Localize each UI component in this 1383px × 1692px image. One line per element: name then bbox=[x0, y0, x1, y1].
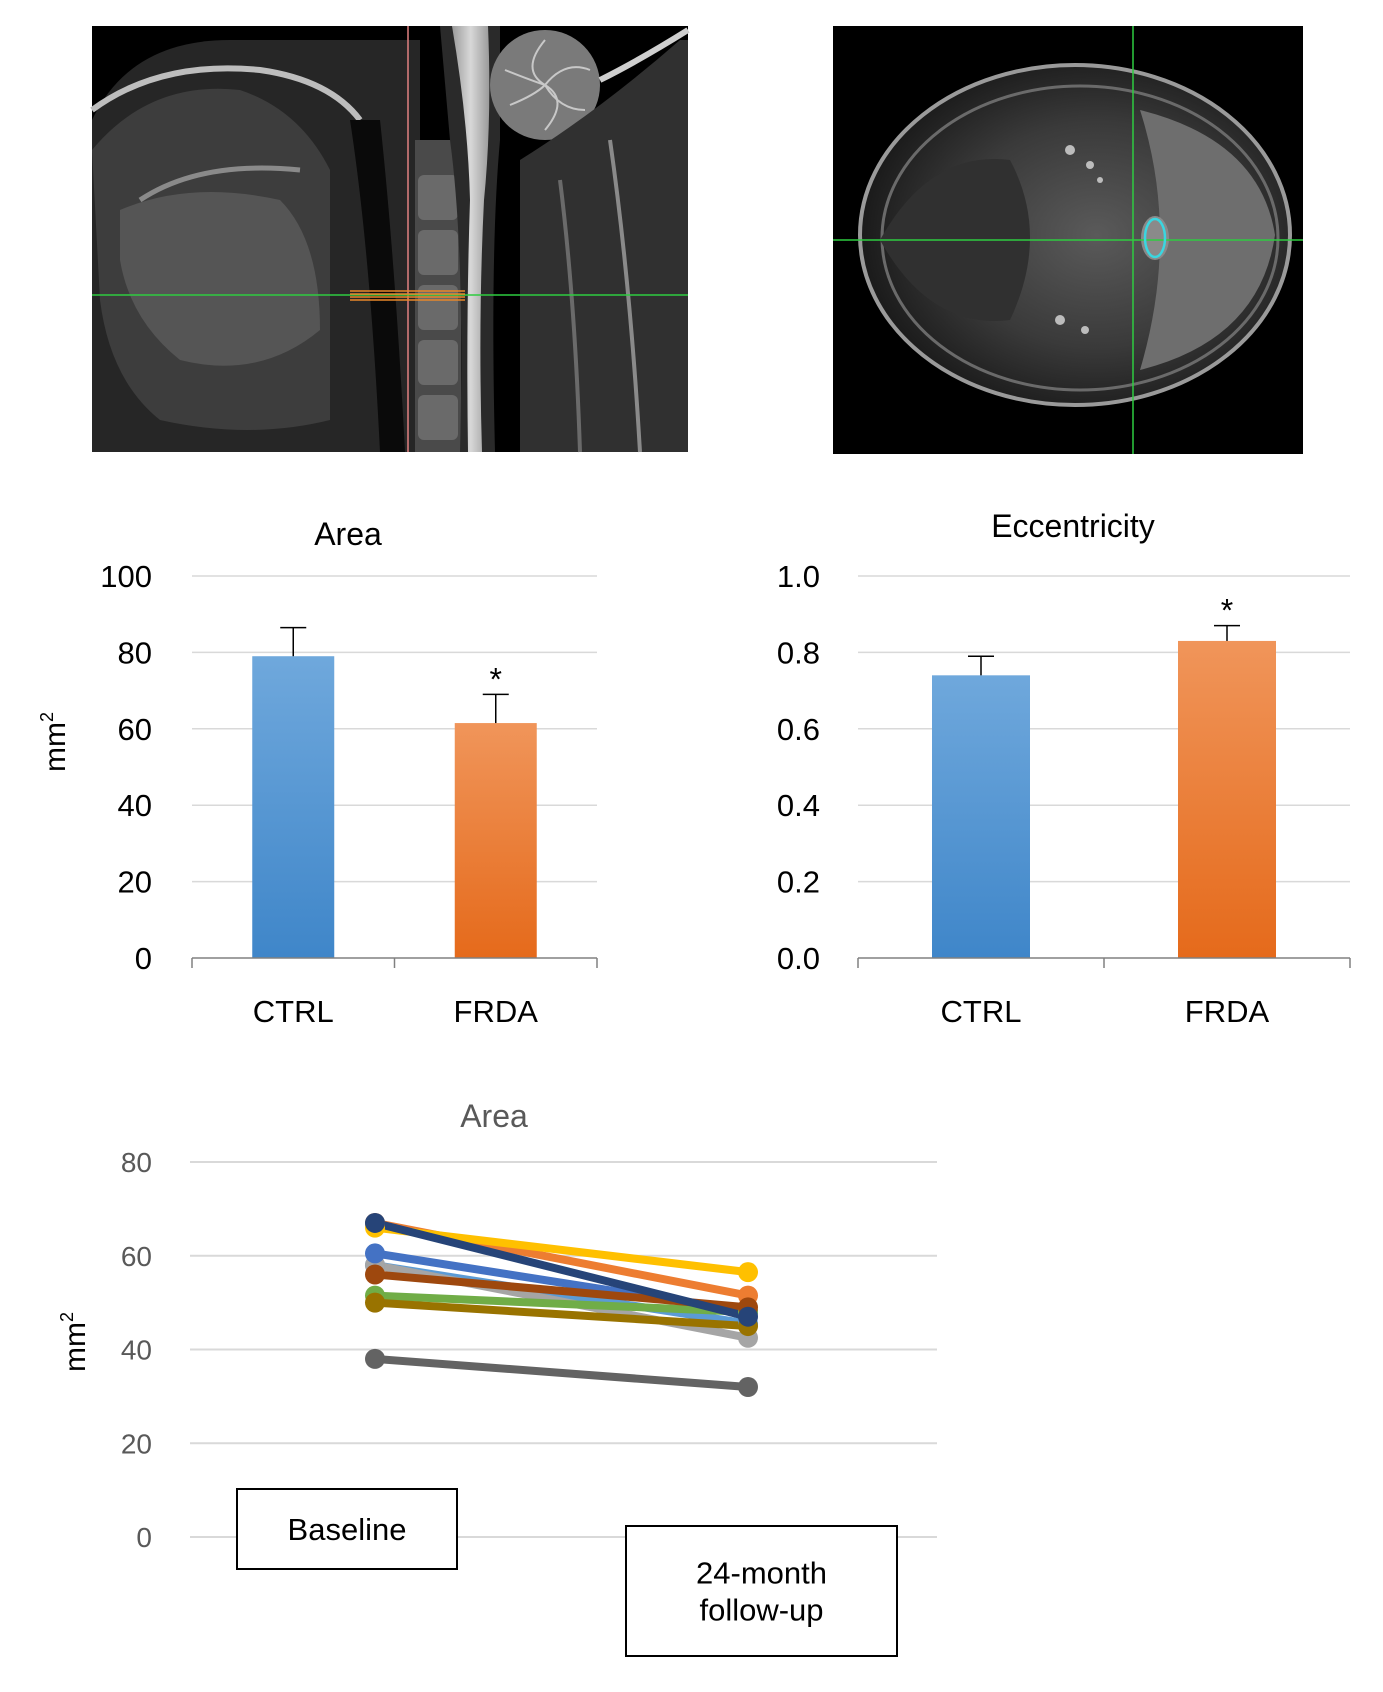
x-category-label: FRDA bbox=[1185, 994, 1270, 1029]
y-tick-label: 40 bbox=[121, 1335, 152, 1366]
y-tick-label: 60 bbox=[121, 1241, 152, 1272]
y-tick-label: 40 bbox=[118, 788, 152, 823]
bar-frda bbox=[454, 723, 537, 958]
sagittal-palate-inner bbox=[138, 165, 301, 203]
axial-cord-segmentation-outline bbox=[1143, 217, 1167, 259]
axial-mri-panel bbox=[833, 26, 1303, 454]
area-bar-x-labels: CTRL FRDA bbox=[253, 994, 538, 1029]
y-tick-label: 80 bbox=[121, 1147, 152, 1178]
area-line-gridlines bbox=[190, 1161, 937, 1538]
significance-asterisk: * bbox=[490, 661, 502, 697]
series-point-subject-7 bbox=[365, 1264, 385, 1285]
eccentricity-bar-gridlines bbox=[858, 575, 1350, 883]
bar-frda bbox=[1178, 640, 1276, 958]
area-bar-bars bbox=[252, 656, 537, 958]
area-line-points bbox=[365, 1212, 758, 1397]
series-line-subject-10 bbox=[371, 1354, 752, 1391]
eccentricity-bar-title: Eccentricity bbox=[991, 508, 1155, 544]
area-bar-y-label-sup: 2 bbox=[37, 712, 57, 722]
significance-asterisk: * bbox=[1221, 593, 1233, 629]
axial-skin-outline bbox=[858, 63, 1292, 407]
area-line-y-ticks: 0 20 40 60 80 bbox=[121, 1147, 152, 1553]
y-tick-label: 100 bbox=[100, 559, 152, 594]
category-label: 24-month bbox=[696, 1556, 827, 1591]
area-line-title: Area bbox=[460, 1098, 528, 1134]
sagittal-palate bbox=[90, 65, 363, 122]
sagittal-neck-muscle-line bbox=[608, 139, 642, 453]
series-point-subject-9 bbox=[738, 1306, 758, 1327]
sagittal-airway bbox=[350, 120, 405, 452]
area-bar-title: Area bbox=[314, 516, 382, 552]
area-bar-y-ticks: 0 20 40 60 80 100 bbox=[100, 559, 152, 976]
area-bar-error-bars bbox=[280, 626, 509, 724]
category-box bbox=[625, 1525, 898, 1657]
area-line-series bbox=[371, 1218, 752, 1391]
eccentricity-bar-y-ticks: 0.0 0.2 0.4 0.6 0.8 1.0 bbox=[777, 559, 820, 976]
eccentricity-bar-chart: Eccentricity 0.0 0.2 0.4 0.6 0.8 1.0 * CTRL FR… bbox=[777, 508, 1351, 1029]
area-line-y-label-sup: 2 bbox=[57, 1312, 77, 1322]
series-point-subject-2 bbox=[738, 1262, 758, 1283]
x-category-label: CTRL bbox=[941, 994, 1022, 1029]
sagittal-spinal-cord bbox=[452, 26, 490, 452]
eccentricity-bar-x-axis bbox=[857, 957, 1351, 968]
x-category-label: FRDA bbox=[454, 994, 539, 1029]
bar-ctrl bbox=[932, 675, 1030, 958]
area-line-y-label: mm2 bbox=[57, 1312, 92, 1372]
area-bar-chart: Area 0 20 40 60 80 100 * CTRL FRDA mm2 bbox=[37, 516, 598, 1029]
y-tick-label: 0.8 bbox=[777, 635, 820, 670]
eccentricity-bar-error-bars bbox=[968, 624, 1240, 676]
sagittal-tongue bbox=[120, 192, 320, 366]
y-tick-label: 20 bbox=[118, 865, 152, 900]
area-longitudinal-chart: Area 0 20 40 60 80 Baseline 24-monthfollow-up… bbox=[57, 1098, 937, 1657]
sagittal-cerebellum-folia bbox=[504, 39, 591, 131]
eccentricity-bar-x-labels: CTRL FRDA bbox=[941, 994, 1270, 1029]
y-tick-label: 1.0 bbox=[777, 559, 820, 594]
sagittal-posterior-neck bbox=[520, 40, 688, 452]
series-line-subject-9 bbox=[371, 1218, 752, 1321]
y-tick-label: 20 bbox=[121, 1428, 152, 1459]
y-tick-label: 0 bbox=[136, 1522, 152, 1553]
y-tick-label: 80 bbox=[118, 635, 152, 670]
y-tick-label: 0.6 bbox=[777, 712, 820, 747]
y-tick-label: 0.0 bbox=[777, 941, 820, 976]
sagittal-vertebral-bodies bbox=[418, 175, 458, 440]
x-category-label: CTRL bbox=[253, 994, 334, 1029]
series-line-subject-8 bbox=[371, 1298, 752, 1331]
category-box bbox=[236, 1488, 458, 1570]
eccentricity-bar-bars bbox=[932, 640, 1276, 958]
sagittal-mri-panel bbox=[90, 26, 690, 453]
bar-ctrl bbox=[252, 656, 335, 958]
sagittal-skin-edge bbox=[598, 27, 690, 83]
category-label: Baseline bbox=[288, 1512, 407, 1547]
series-point-subject-5 bbox=[365, 1243, 385, 1264]
area-bar-y-label-text: mm bbox=[39, 722, 72, 772]
y-tick-label: 0.2 bbox=[777, 865, 820, 900]
eccentricity-bar-significance: * bbox=[1221, 593, 1233, 629]
area-line-y-label-text: mm bbox=[59, 1322, 92, 1372]
area-bar-significance: * bbox=[490, 661, 502, 697]
series-point-subject-9 bbox=[365, 1212, 385, 1233]
category-label: follow-up bbox=[699, 1593, 823, 1628]
sagittal-slab-marker bbox=[350, 290, 465, 301]
y-tick-label: 60 bbox=[118, 712, 152, 747]
series-point-subject-8 bbox=[365, 1292, 385, 1313]
series-line-subject-6 bbox=[371, 1291, 752, 1316]
y-tick-label: 0.4 bbox=[777, 788, 820, 823]
series-point-subject-10 bbox=[365, 1348, 385, 1369]
area-bar-x-axis bbox=[191, 957, 598, 968]
sagittal-neck-muscle-line-2 bbox=[558, 179, 582, 453]
series-point-subject-10 bbox=[738, 1377, 758, 1397]
axial-bright-spots bbox=[1055, 145, 1103, 334]
area-bar-y-label: mm2 bbox=[37, 712, 72, 772]
y-tick-label: 0 bbox=[135, 941, 152, 976]
